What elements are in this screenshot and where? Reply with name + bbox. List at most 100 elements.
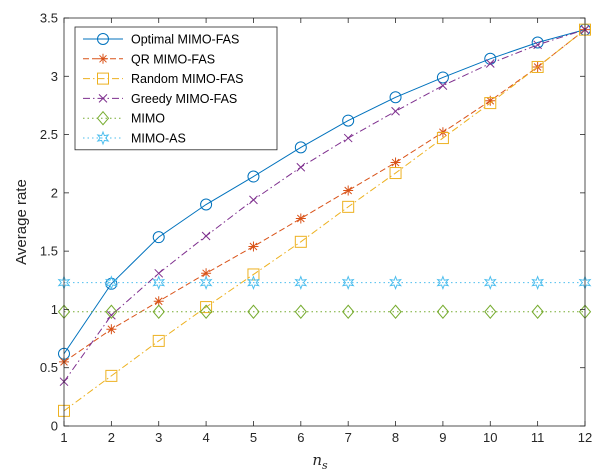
data-point	[436, 275, 450, 291]
legend-marker	[98, 94, 108, 103]
data-point	[105, 369, 118, 382]
legend-label: MIMO-AS	[131, 132, 186, 146]
data-point	[295, 213, 306, 224]
y-tick-label: 1.5	[40, 244, 58, 259]
legend-label: Greedy MIMO-FAS	[131, 92, 237, 106]
data-point	[483, 275, 497, 291]
data-point	[390, 157, 401, 168]
data-point	[200, 198, 213, 211]
legend-label: QR MIMO-FAS	[131, 52, 215, 66]
x-axis-label-main: n	[312, 451, 322, 469]
data-point	[200, 301, 213, 314]
data-point	[342, 304, 355, 320]
data-point	[247, 268, 260, 281]
data-point	[294, 275, 308, 291]
series-3	[58, 23, 591, 417]
data-point	[485, 95, 496, 106]
data-point	[152, 334, 165, 347]
legend-label: Optimal MIMO-FAS	[131, 33, 239, 47]
legend-label: MIMO	[131, 112, 165, 126]
data-point	[531, 60, 544, 73]
x-tick-label: 6	[297, 430, 304, 445]
x-tick-label: 1	[60, 430, 67, 445]
series-6	[57, 275, 592, 291]
data-point	[249, 195, 258, 205]
legend-entry: MIMO-AS	[83, 130, 186, 146]
x-axis-label-subscript: s	[322, 459, 328, 470]
y-tick-label: 1	[51, 302, 58, 317]
data-point	[342, 200, 355, 213]
data-point	[247, 304, 260, 320]
data-point	[247, 275, 260, 291]
data-point	[294, 304, 307, 320]
data-point	[484, 52, 497, 65]
legend-marker	[97, 33, 109, 45]
data-point	[294, 141, 307, 154]
data-point	[531, 275, 545, 291]
series-line	[63, 29, 586, 355]
legend-marker	[98, 53, 108, 64]
x-tick-label: 7	[345, 430, 352, 445]
legend-marker	[97, 72, 109, 85]
data-point	[153, 296, 164, 307]
legend-marker	[96, 110, 110, 126]
data-point	[436, 71, 449, 84]
x-tick-label: 11	[531, 430, 545, 445]
data-point	[389, 91, 402, 104]
data-point	[294, 235, 307, 248]
data-point	[484, 304, 497, 320]
data-point	[531, 36, 544, 49]
data-point	[152, 231, 165, 244]
data-point	[107, 310, 116, 320]
x-tick-label: 3	[155, 430, 162, 445]
x-tick-label: 2	[108, 430, 115, 445]
data-point	[341, 275, 355, 291]
data-point	[436, 132, 449, 145]
y-tick-label: 0	[51, 419, 58, 434]
data-point	[343, 185, 354, 196]
series-line	[63, 29, 586, 412]
x-tick-label: 9	[439, 430, 446, 445]
data-point	[247, 170, 260, 183]
legend-entry: Greedy MIMO-FAS	[83, 92, 237, 106]
legend-entry: QR MIMO-FAS	[83, 52, 215, 66]
data-point	[485, 59, 495, 68]
data-point	[201, 268, 212, 279]
y-tick-label: 3.5	[40, 11, 58, 26]
data-point	[152, 304, 165, 320]
data-point	[152, 275, 166, 291]
legend-label: Random MIMO-FAS	[131, 72, 244, 86]
x-tick-label: 12	[578, 430, 592, 445]
data-point	[296, 162, 306, 172]
data-point	[342, 114, 355, 127]
series-layer	[57, 23, 592, 417]
y-tick-label: 0.5	[40, 360, 58, 375]
legend: Optimal MIMO-FAS QR MIMO-FAS Random MIMO-F…	[74, 26, 278, 151]
data-point	[199, 304, 213, 320]
data-point	[106, 324, 117, 335]
x-tick-label: 8	[392, 430, 399, 445]
y-axis-label: Average rate	[13, 179, 30, 265]
data-point	[484, 97, 497, 110]
x-tick-label: 4	[202, 430, 209, 445]
data-point	[436, 304, 450, 320]
plot-frame	[63, 17, 586, 427]
data-point	[389, 275, 402, 291]
data-point	[104, 275, 118, 291]
data-point	[438, 81, 448, 90]
legend-box	[74, 26, 278, 151]
x-axis-label: ns	[312, 451, 328, 470]
data-point	[199, 275, 213, 291]
y-tick-label: 2.5	[40, 127, 58, 142]
y-tick-label: 3	[51, 69, 58, 84]
data-point	[391, 106, 400, 116]
data-point	[248, 241, 259, 252]
data-point	[531, 304, 544, 320]
data-point	[389, 304, 402, 320]
data-point	[533, 40, 542, 50]
legend-marker	[96, 130, 110, 146]
y-tick-label: 2	[51, 185, 58, 200]
legend-entry: Optimal MIMO-FAS	[83, 33, 239, 47]
